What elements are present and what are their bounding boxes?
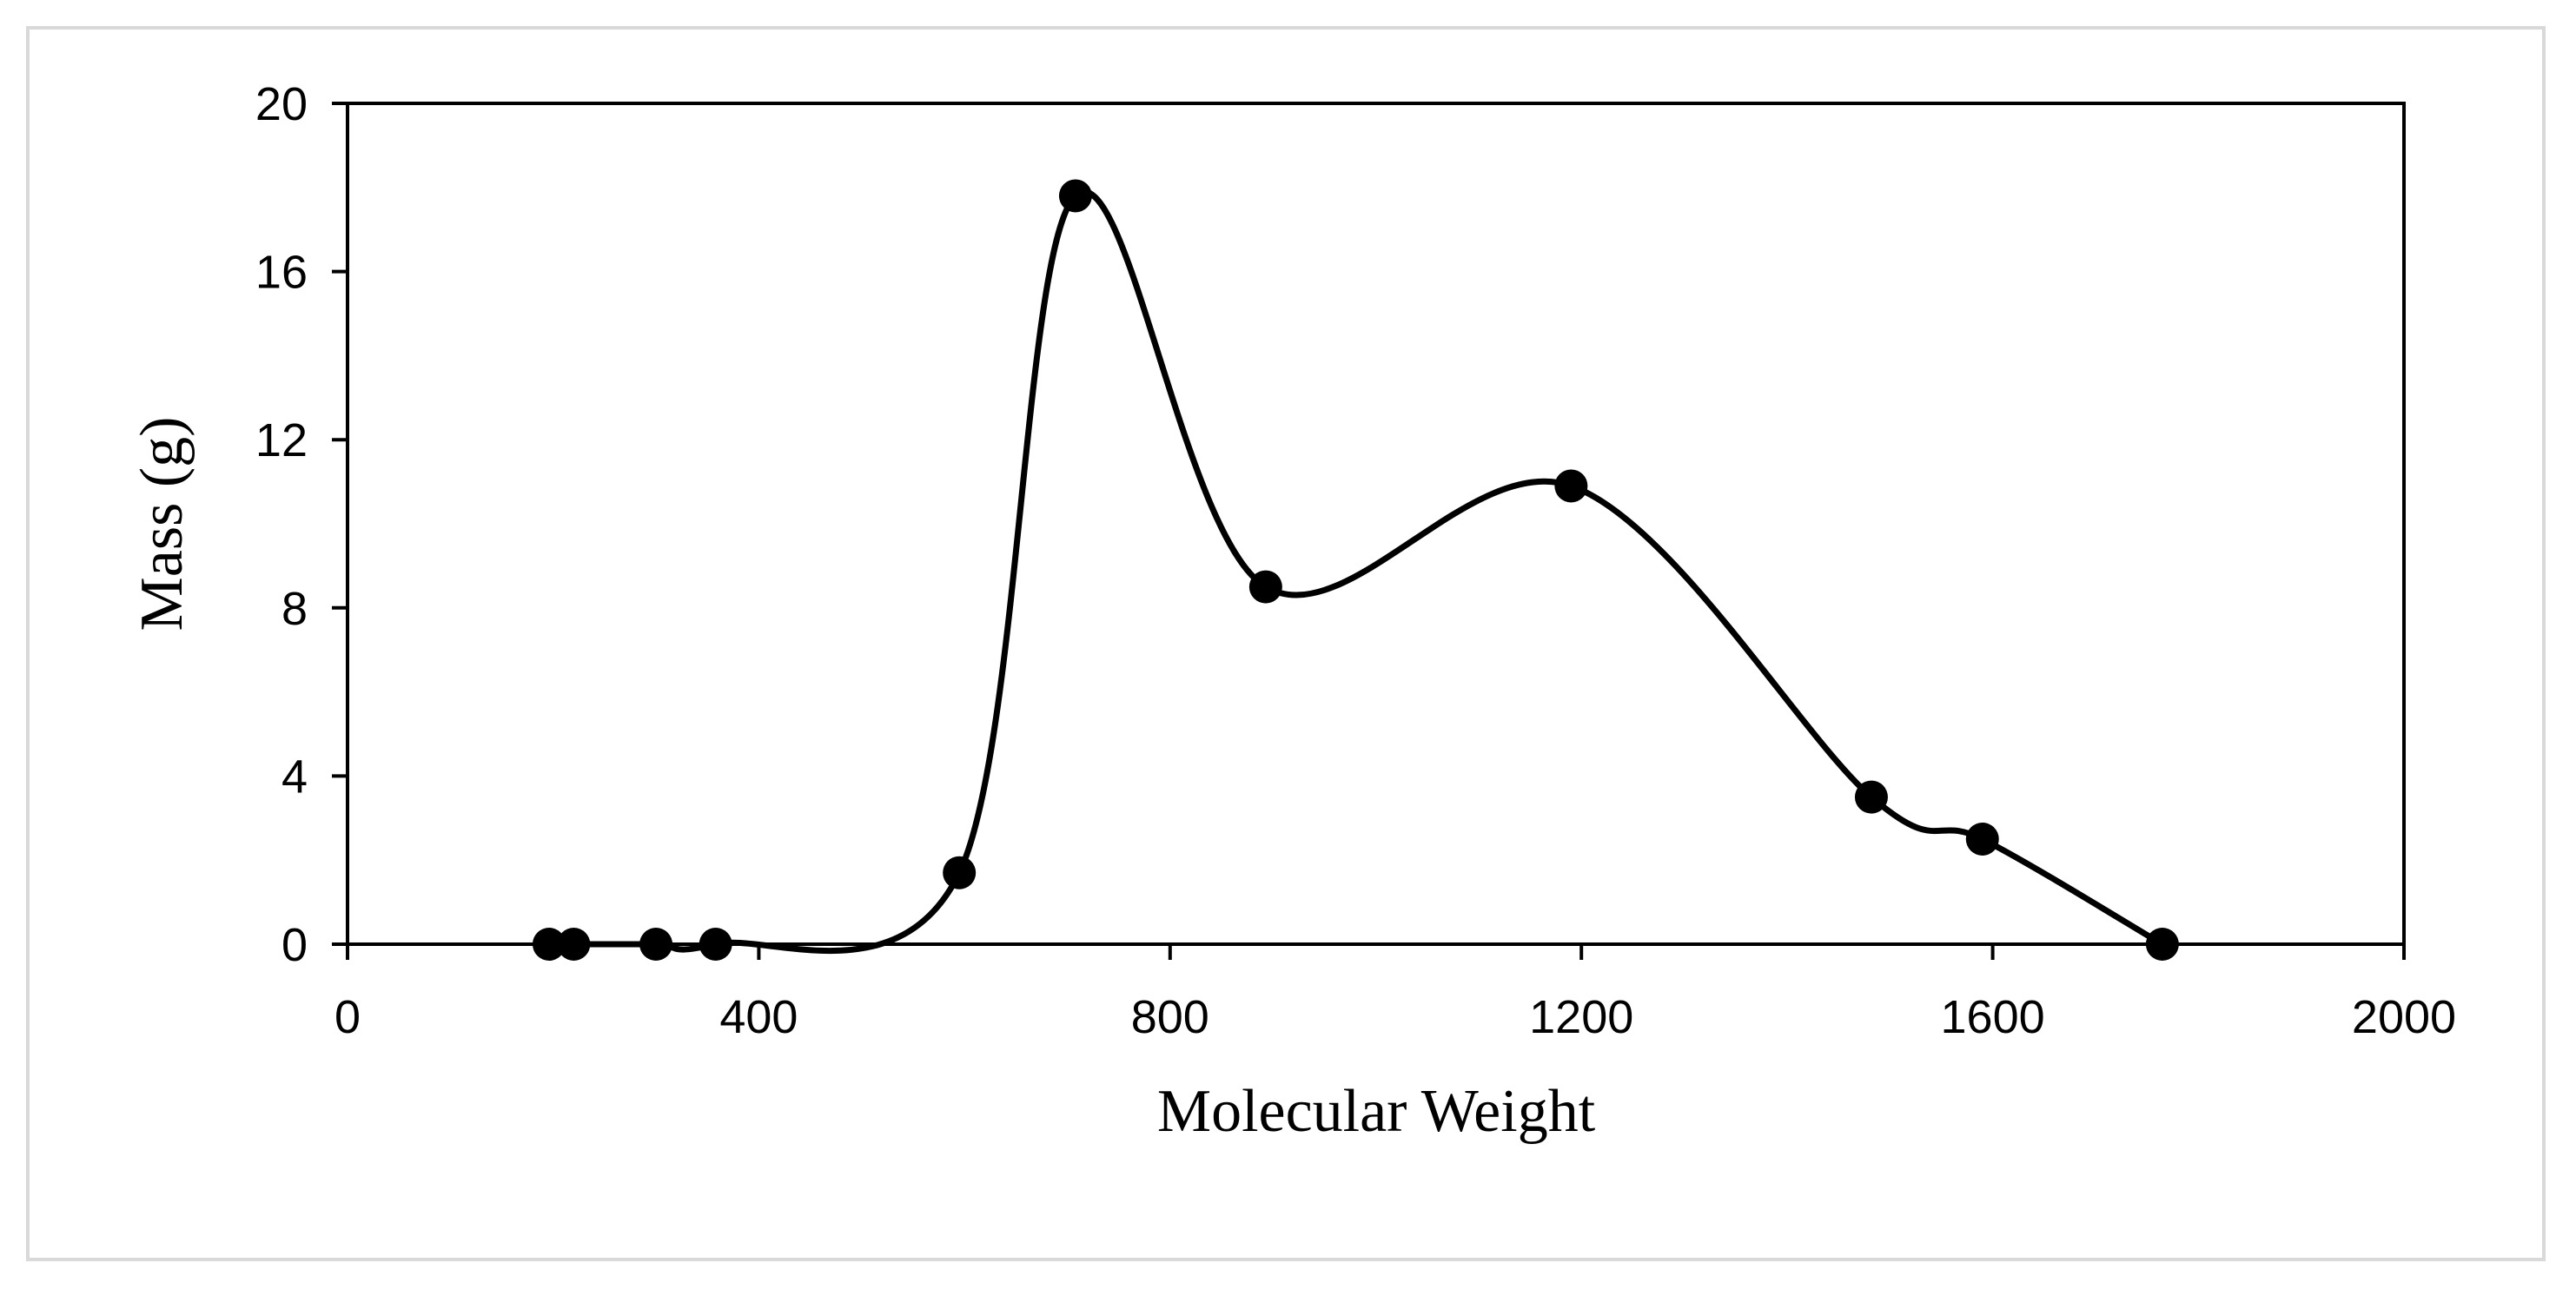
data-point <box>943 856 977 889</box>
data-point <box>699 928 732 961</box>
y-tick-label: 12 <box>255 414 308 466</box>
x-tick-label: 400 <box>719 991 798 1043</box>
y-tick-label: 4 <box>281 750 308 803</box>
data-point <box>1248 570 1282 604</box>
data-point <box>1554 469 1588 503</box>
y-tick-label: 0 <box>281 919 308 971</box>
data-point <box>639 928 673 961</box>
x-tick-label: 800 <box>1131 991 1209 1043</box>
data-point <box>532 928 566 961</box>
y-tick-label: 16 <box>255 247 308 299</box>
x-axis-title: Molecular Weight <box>1157 1078 1596 1145</box>
x-tick-label: 2000 <box>2352 991 2456 1043</box>
x-tick-label: 1200 <box>1529 991 1633 1043</box>
chart-frame: 0 4 8 12 16 20 0 400 800 1200 1600 2000 Molecular … <box>26 26 2546 1261</box>
data-point <box>2145 928 2179 961</box>
x-axis-ticks: 0 400 800 1200 1600 2000 <box>334 944 2456 1043</box>
plot-area <box>346 102 2406 946</box>
series-curve <box>546 188 2166 955</box>
data-point <box>1854 780 1888 814</box>
y-tick-label: 8 <box>281 583 308 635</box>
y-axis-title: Mass (g) <box>129 417 195 631</box>
y-axis-ticks: 0 4 8 12 16 20 <box>255 78 348 971</box>
chart: 0 4 8 12 16 20 0 400 800 1200 1600 2000 Molecular … <box>129 78 2456 1145</box>
data-point <box>1058 179 1092 213</box>
y-tick-label: 20 <box>255 78 308 130</box>
data-points <box>532 179 2179 961</box>
data-point <box>557 928 591 961</box>
x-tick-label: 1600 <box>1941 991 2045 1043</box>
data-point <box>1965 823 1999 856</box>
x-tick-label: 0 <box>334 991 361 1043</box>
